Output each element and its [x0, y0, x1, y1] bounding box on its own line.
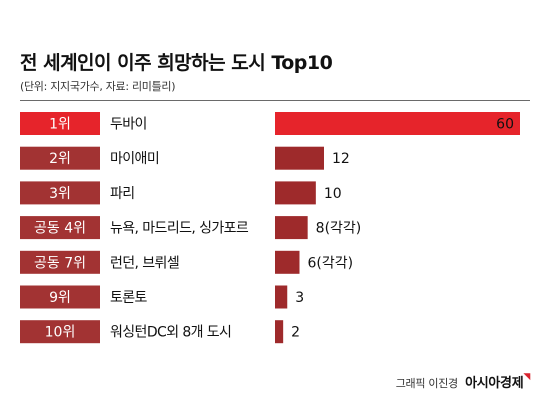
unit-note: (단위: 지지국가수, 자료: 리미틀리) — [20, 80, 176, 93]
value-label: 8(각각) — [316, 221, 362, 237]
rank-label: 10위 — [45, 325, 76, 341]
rank-label: 1위 — [49, 117, 71, 133]
city-label: 마이애미 — [110, 151, 159, 167]
rank-label: 공동 7위 — [34, 255, 86, 271]
city-label: 워싱턴DC외 8개 도시 — [110, 325, 231, 341]
bar — [275, 320, 284, 344]
rank-badge — [20, 146, 100, 170]
rank-badge — [20, 112, 100, 135]
chart-title: 전 세계인이 이주 희망하는 도시 Top10 — [20, 52, 333, 74]
rank-badge — [20, 216, 100, 240]
value-label: 12 — [332, 151, 350, 167]
city-label: 토론토 — [110, 290, 148, 306]
city-label: 런던, 브뤼셀 — [110, 255, 179, 271]
value-label: 10 — [324, 186, 342, 202]
logo-mark-icon: ◥ — [523, 372, 530, 382]
title-divider — [20, 100, 530, 101]
rank-badge — [20, 250, 100, 274]
value-label: 3 — [295, 290, 304, 306]
credit: 그래픽 이진경 아시아경제◥ — [395, 372, 531, 391]
bar — [275, 250, 300, 274]
graphic-credit: 그래픽 이진경 — [395, 377, 458, 390]
rank-label: 공동 4위 — [34, 221, 86, 237]
bar — [275, 181, 316, 205]
value-label: 2 — [291, 325, 300, 341]
bar — [275, 112, 520, 135]
rank-badge — [20, 181, 100, 205]
value-label: 6(각각) — [308, 255, 354, 271]
rank-badge — [20, 285, 100, 309]
rank-badge — [20, 320, 100, 344]
bar — [275, 285, 288, 309]
bar — [275, 146, 324, 170]
city-label: 두바이 — [110, 117, 147, 133]
rank-label: 9위 — [49, 290, 71, 306]
value-label: 60 — [496, 117, 514, 133]
city-label: 파리 — [110, 186, 135, 202]
bar — [275, 216, 308, 240]
city-label: 뉴욕, 마드리드, 싱가포르 — [110, 221, 249, 237]
rank-label: 3위 — [49, 186, 71, 202]
publisher-logo: 아시아경제 — [465, 376, 524, 391]
rank-label: 2위 — [49, 151, 71, 167]
